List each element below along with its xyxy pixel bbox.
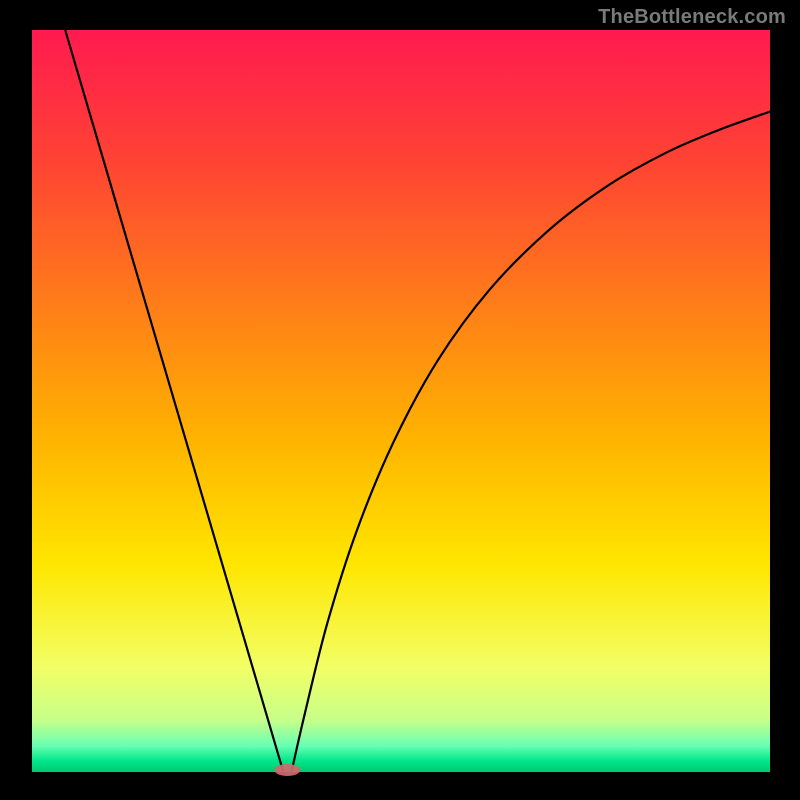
bottleneck-chart <box>0 0 800 800</box>
watermark-text: TheBottleneck.com <box>598 6 786 29</box>
chart-svg <box>0 0 800 800</box>
